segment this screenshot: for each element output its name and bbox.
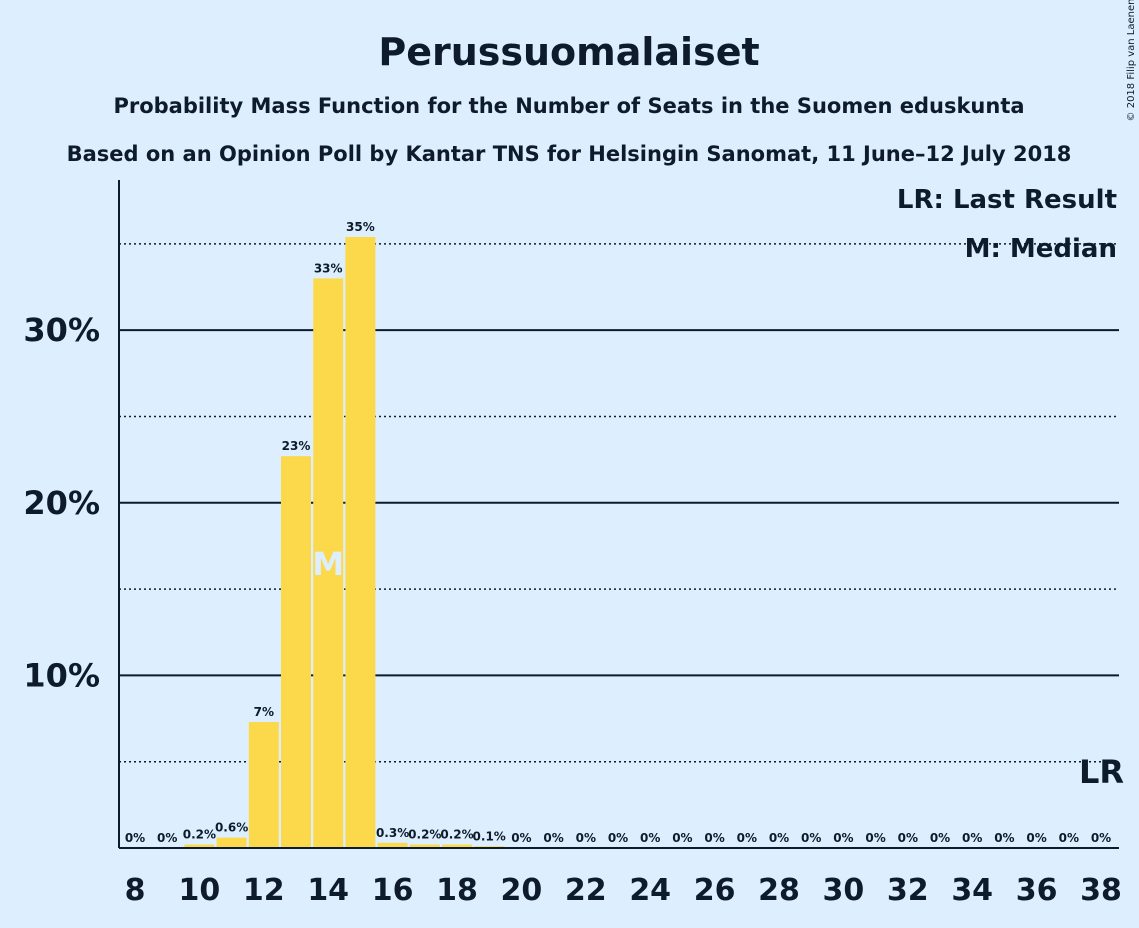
bar-label-seat-30: 0% xyxy=(833,831,853,845)
chart-subtitle-2: Based on an Opinion Poll by Kantar TNS f… xyxy=(67,142,1072,166)
bar-label-seat-18: 0.2% xyxy=(440,828,473,842)
x-tick-label: 36 xyxy=(1016,873,1058,908)
last-result-marker: LR xyxy=(1079,753,1124,791)
bar-label-seat-22: 0% xyxy=(576,831,596,845)
bar-label-seat-16: 0.3% xyxy=(376,826,409,840)
x-tick-label: 16 xyxy=(372,873,414,908)
bar-seat-17 xyxy=(409,844,440,848)
axes-group xyxy=(118,180,1119,849)
bar-label-seat-14: 33% xyxy=(314,261,343,275)
x-tick-label: 14 xyxy=(307,873,349,908)
bar-seat-15 xyxy=(345,236,376,848)
y-tick-label: 30% xyxy=(23,311,100,349)
bar-seat-13 xyxy=(281,456,311,848)
x-tick-label: 26 xyxy=(694,873,736,908)
bar-label-seat-24: 0% xyxy=(640,831,660,845)
bar-label-seat-38: 0% xyxy=(1091,831,1111,845)
y-tick-label: 20% xyxy=(23,484,100,522)
bar-label-seat-21: 0% xyxy=(543,831,563,845)
bar-label-seat-20: 0% xyxy=(511,831,531,845)
legend-last-result: LR: Last Result xyxy=(897,185,1117,215)
bar-seat-16 xyxy=(377,842,408,848)
x-tick-label: 10 xyxy=(179,873,221,908)
bar-label-seat-17: 0.2% xyxy=(408,828,441,842)
x-tick-label: 32 xyxy=(887,873,929,908)
bar-label-seat-35: 0% xyxy=(994,831,1014,845)
bar-label-seat-31: 0% xyxy=(865,831,885,845)
bar-label-seat-29: 0% xyxy=(801,831,821,845)
bar-seat-18 xyxy=(442,844,472,848)
bar-label-seat-34: 0% xyxy=(962,831,982,845)
x-tick-label: 18 xyxy=(436,873,478,908)
bar-label-seat-12: 7% xyxy=(254,705,274,719)
x-tick-label: 30 xyxy=(823,873,865,908)
copyright-text: © 2018 Filip van Laenen xyxy=(1126,0,1137,121)
x-tick-labels: 8 10 12 14 16 18 20 22 24 26 28 30 32 34 36 38 xyxy=(125,873,1122,908)
x-tick-label: 38 xyxy=(1080,873,1122,908)
bar-label-seat-13: 23% xyxy=(282,439,311,453)
x-tick-label: 28 xyxy=(758,873,800,908)
bar-label-seat-19: 0.1% xyxy=(473,829,506,843)
bar-label-seat-37: 0% xyxy=(1059,831,1079,845)
bar-seat-11 xyxy=(216,837,247,848)
gridlines xyxy=(119,243,1119,763)
bar-seat-14 xyxy=(313,278,344,849)
bar-label-seat-27: 0% xyxy=(737,831,757,845)
chart-title: Perussuomalaiset xyxy=(378,30,759,74)
bar-seat-10 xyxy=(184,844,215,848)
bar-label-seat-36: 0% xyxy=(1026,831,1046,845)
median-marker: M xyxy=(312,545,344,583)
bar-label-seat-26: 0% xyxy=(704,831,724,845)
x-tick-label: 20 xyxy=(501,873,543,908)
bar-label-seat-10: 0.2% xyxy=(183,828,216,842)
x-tick-label: 22 xyxy=(565,873,607,908)
bar-label-seat-23: 0% xyxy=(608,831,628,845)
x-tick-label: 8 xyxy=(125,873,146,908)
y-tick-label: 10% xyxy=(23,656,100,694)
x-tick-label: 34 xyxy=(951,873,993,908)
bar-label-seat-8: 0% xyxy=(125,831,145,845)
bar-label-seat-15: 35% xyxy=(346,220,375,234)
x-tick-label: 24 xyxy=(629,873,671,908)
bar-labels-group: 0% 0% 0.2%0.6%7%23%33%35%0.3%0.2%0.2%0.1% 0… xyxy=(125,220,1111,845)
bar-label-seat-28: 0% xyxy=(769,831,789,845)
bar-label-seat-32: 0% xyxy=(898,831,918,845)
bar-label-seat-25: 0% xyxy=(672,831,692,845)
legend-median: M: Median xyxy=(965,234,1117,264)
markers-group: M LR xyxy=(312,545,1124,791)
bar-label-seat-33: 0% xyxy=(930,831,950,845)
chart-subtitle-1: Probability Mass Function for the Number… xyxy=(113,94,1024,118)
bars-group xyxy=(184,236,505,849)
bar-label-seat-11: 0.6% xyxy=(215,821,248,835)
x-tick-label: 12 xyxy=(243,873,285,908)
bar-label-seat-9: 0% xyxy=(157,831,177,845)
bar-seat-12 xyxy=(248,721,279,848)
y-tick-labels: 10% 20% 30% xyxy=(23,311,100,694)
